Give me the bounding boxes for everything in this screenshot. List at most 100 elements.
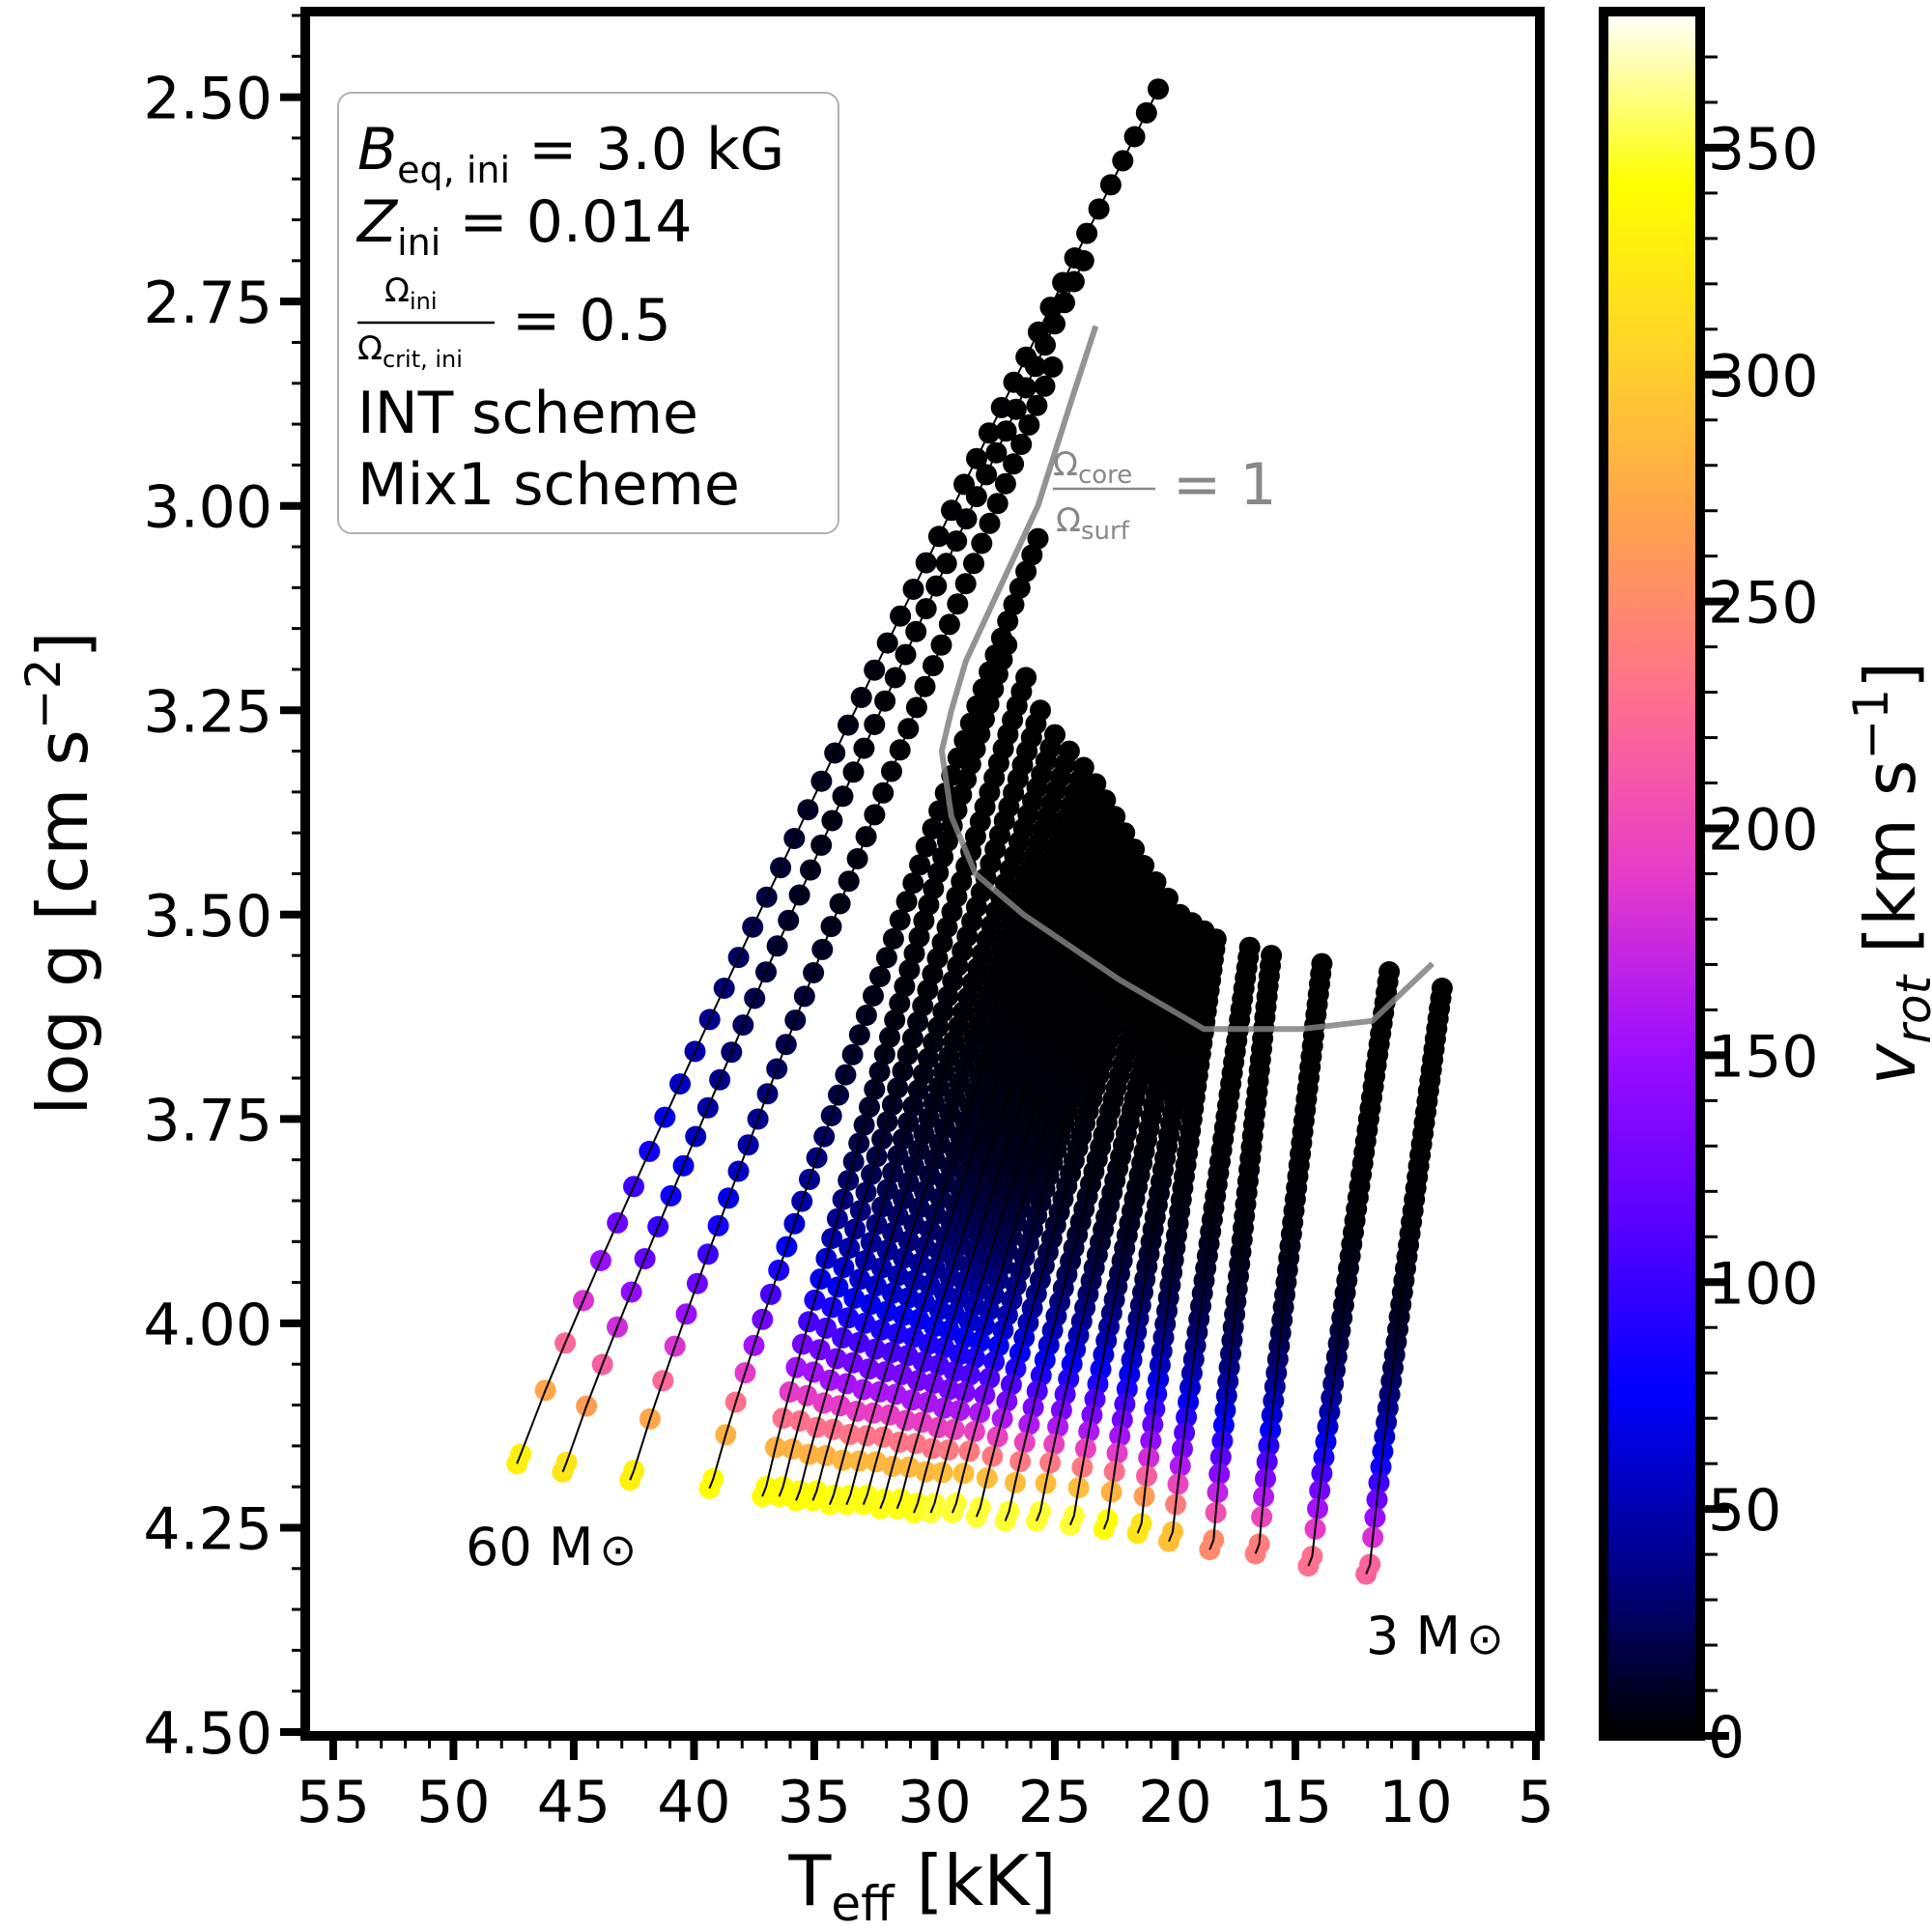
- legend-box: Beq, ini = 3.0 kG Zini = 0.014 Ωini Ωcri…: [337, 92, 839, 534]
- colorbar-gradient: [1599, 7, 1705, 1741]
- colorbar-tick-label: 350: [1708, 116, 1819, 184]
- mass-low-sun: ⊙: [1466, 1612, 1504, 1664]
- omega-ratio-curve: [938, 325, 1435, 1033]
- track-center-line: [895, 815, 1117, 1510]
- legend-b-subscript: eq, ini: [397, 149, 510, 191]
- omega-equals-one: = 1: [1173, 451, 1277, 519]
- colorbar-label: vrot [km s−1]: [1843, 662, 1932, 1085]
- legend-omega-denominator: Ω: [357, 329, 383, 368]
- x-tick-label: 55: [297, 1769, 370, 1836]
- x-axis-label: Teff [kK]: [787, 1840, 1056, 1932]
- legend-omega-denominator-sub: crit, ini: [383, 346, 463, 373]
- y-axis: 2.50 2.75 3.00 3.25 3.50 3.75 4.00 4.25 4.50: [143, 14, 305, 1768]
- y-tick-label: 2.50: [143, 66, 272, 133]
- y-tick-label: 2.75: [143, 270, 272, 337]
- colorbar: 0 50 100 150 200 250 300 350 vrot [km s−1]: [1599, 7, 1932, 1772]
- x-axis: 55 50 45 40 35 30 25 20 15 10 5: [297, 1736, 1554, 1836]
- x-label-sub: eff: [831, 1876, 895, 1932]
- track-center-line: [1365, 987, 1443, 1575]
- x-tick-label: 5: [1518, 1769, 1554, 1836]
- track-center-line: [1136, 939, 1217, 1534]
- svg-text:Beq, ini = 3.0 kG: Beq, ini = 3.0 kG: [357, 116, 784, 191]
- x-label-main: T: [787, 1840, 832, 1921]
- track-center-line: [845, 767, 1085, 1505]
- omega-surf-sub: surf: [1081, 517, 1130, 546]
- y-tick-label: 3.75: [143, 1087, 272, 1154]
- colorbar-tick-label: 150: [1708, 1023, 1819, 1091]
- x-tick-label: 30: [897, 1769, 971, 1836]
- track-center-line: [1307, 971, 1391, 1567]
- legend-z-value: = 0.014: [440, 188, 692, 256]
- track-center-line: [913, 832, 1126, 1514]
- track-center-line: [1254, 963, 1323, 1554]
- track-center-line: [708, 538, 1039, 1490]
- colorbar-tick-label: 300: [1708, 343, 1819, 411]
- y-tick-label: 4.00: [143, 1292, 272, 1359]
- colorbar-tick-label: 0: [1708, 1704, 1745, 1772]
- x-tick-label: 35: [778, 1769, 851, 1836]
- track-center-line: [1208, 954, 1273, 1550]
- track-center-line: [929, 848, 1136, 1514]
- track-center-line: [516, 88, 1159, 1464]
- legend-omega-numerator-sub: ini: [410, 288, 438, 315]
- x-tick-label: 20: [1138, 1769, 1211, 1836]
- track-center-line: [951, 865, 1146, 1514]
- colorbar-tick-label: 100: [1708, 1250, 1819, 1318]
- legend-mix-scheme: Mix1 scheme: [357, 451, 740, 519]
- mass-low-text: 3 M: [1366, 1605, 1461, 1666]
- legend-omega-value: = 0.5: [512, 287, 671, 355]
- x-tick-label: 50: [416, 1769, 490, 1836]
- svg-text:Ωini: Ωini: [384, 271, 438, 315]
- y-tick-label: 3.25: [143, 678, 272, 746]
- legend-z-subscript: ini: [397, 221, 440, 264]
- mass-high-text: 60 M: [466, 1517, 593, 1577]
- omega-core-sub: core: [1078, 461, 1132, 490]
- x-tick-label: 25: [1018, 1769, 1092, 1836]
- mass-high-sun: ⊙: [599, 1523, 637, 1576]
- mass-label-high: 60 M ⊙: [466, 1517, 637, 1577]
- svg-text:Ωcrit, ini: Ωcrit, ini: [357, 329, 463, 373]
- track-center-line: [761, 644, 1009, 1497]
- y-tick-label: 4.25: [143, 1495, 272, 1563]
- svg-text:Ωsurf: Ωsurf: [1056, 501, 1130, 546]
- legend-z-label: Z: [355, 188, 399, 256]
- colorbar-tick-label: 250: [1708, 570, 1819, 638]
- mass-label-low: 3 M ⊙: [1366, 1605, 1504, 1666]
- x-label-unit: [kK]: [895, 1840, 1057, 1921]
- track-center-line: [828, 751, 1070, 1505]
- x-tick-label: 10: [1378, 1769, 1452, 1836]
- colorbar-label-main: v: [1850, 1042, 1931, 1085]
- omega-surf-label: Ω: [1056, 501, 1081, 540]
- colorbar-ticks: 0 50 100 150 200 250 300 350: [1705, 55, 1819, 1772]
- colorbar-label-sup: −1: [1843, 689, 1899, 760]
- y-label-main: log g [cm s: [22, 729, 103, 1115]
- y-label-sup: −2: [15, 658, 71, 729]
- omega-annotation: Ωcore Ωsurf = 1: [1053, 445, 1277, 546]
- track-center-line: [1004, 897, 1169, 1521]
- track-center-line: [629, 366, 1054, 1481]
- svg-text:Zini = 0.014: Zini = 0.014: [355, 188, 693, 264]
- colorbar-tick-label: 200: [1708, 797, 1819, 865]
- y-tick-label: 3.00: [143, 474, 272, 542]
- legend-omega-numerator: Ω: [384, 271, 410, 310]
- legend-b-value: = 3.0 kG: [510, 116, 784, 184]
- y-tick-label: 3.50: [143, 883, 272, 951]
- track-center-line: [795, 709, 1041, 1501]
- svg-text:Ωcore: Ωcore: [1053, 445, 1132, 490]
- x-tick-label: 45: [537, 1769, 611, 1836]
- x-tick-label: 40: [657, 1769, 730, 1836]
- y-axis-label: log g [cm s−2]: [15, 631, 103, 1115]
- colorbar-tick-label: 50: [1708, 1477, 1781, 1545]
- omega-core-label: Ω: [1053, 445, 1078, 484]
- colorbar-label-sub: rot: [1886, 973, 1932, 1043]
- colorbar-label-end: ]: [1850, 662, 1931, 689]
- track-center-line: [778, 677, 1028, 1497]
- track-center-lines: [516, 88, 1443, 1575]
- track-center-line: [1036, 914, 1181, 1521]
- track-center-line: [1068, 923, 1193, 1526]
- y-label-end: ]: [22, 631, 103, 658]
- track-center-line: [862, 783, 1097, 1505]
- track-center-line: [975, 881, 1157, 1518]
- colorbar-label-unit: [km s: [1850, 760, 1931, 976]
